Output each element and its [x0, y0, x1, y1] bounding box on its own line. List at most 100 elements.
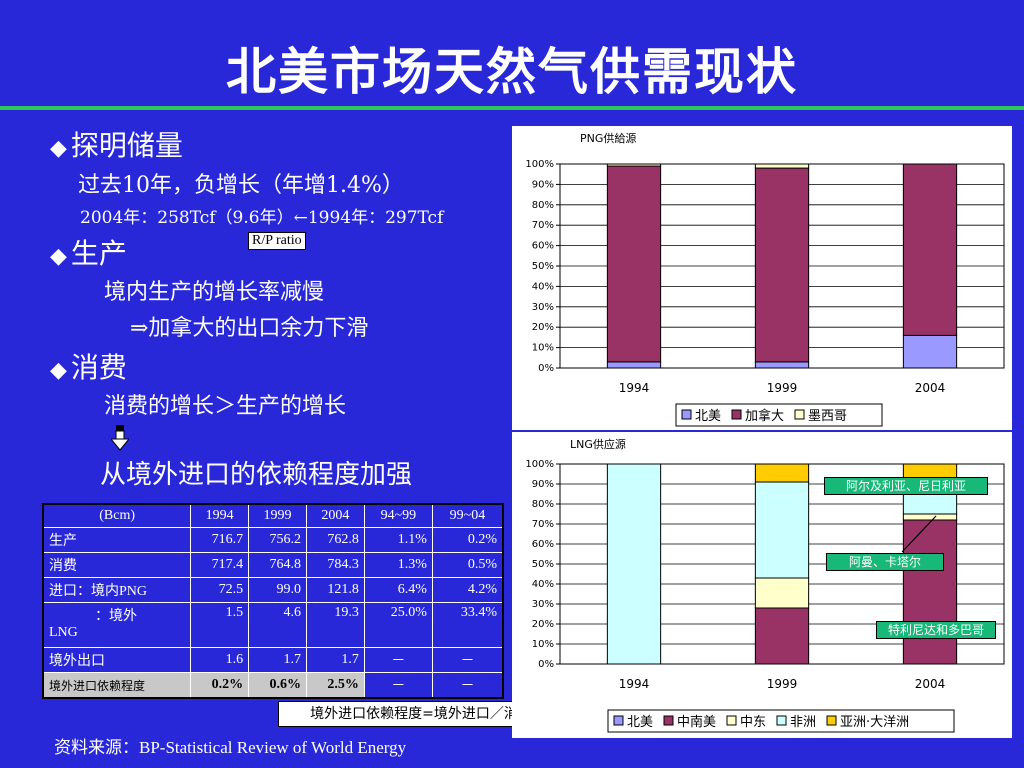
table-cell: 1.7 — [305, 647, 365, 673]
table-cell: 25.0% — [363, 602, 433, 648]
table-cell: 716.7 — [190, 527, 250, 553]
table-row: ：境外 LNG 1.5 4.6 19.3 25.0% 33.4% — [42, 602, 504, 648]
y-tick-label: 30% — [532, 599, 554, 610]
y-tick-label: 50% — [532, 261, 554, 272]
page-title: 北美市场天然气供需现状 — [226, 43, 798, 101]
chart-title: PNG供給源 — [580, 131, 636, 145]
table-cell: 1.6 — [190, 647, 250, 673]
table-cell: 0.6% — [248, 672, 307, 699]
table-cell: 1.3% — [363, 552, 433, 578]
table-column-header: 94~99 — [363, 503, 433, 528]
table-cell: 72.5 — [190, 577, 250, 603]
bar-segment — [754, 167, 810, 363]
table-cell: 756.2 — [248, 527, 307, 553]
table-cell: 0.2% — [190, 672, 250, 699]
table-row-label: 境外进口依赖程度 — [42, 672, 192, 699]
table-cell: 784.3 — [305, 552, 365, 578]
table-cell: 4.2% — [431, 577, 504, 603]
table-row-label: 生产 — [42, 527, 192, 553]
y-tick-label: 80% — [532, 499, 554, 510]
reserves-line-1: 过去10年，负增长（年增1.4%） — [78, 173, 404, 198]
bar-segment — [606, 165, 662, 363]
table-row: 消费 717.4 764.8 784.3 1.3% 0.5% — [42, 552, 504, 578]
png-supply-chart: PNG供給源 100% 90% 80% 70% 60% 50% 40% 30% 20% 10% 0% 1… — [525, 131, 1005, 427]
bar-segment — [902, 519, 958, 665]
y-tick-label: 80% — [532, 200, 554, 211]
x-tick-label: 2004 — [915, 677, 946, 691]
y-tick-label: 70% — [532, 519, 554, 530]
table-cell: 6.4% — [363, 577, 433, 603]
legend-label: 非洲 — [790, 715, 816, 730]
production-line-2: ⇒加拿大的出口余力下滑 — [130, 316, 369, 341]
bar-segment — [754, 163, 810, 169]
title-divider — [0, 106, 1024, 110]
legend-swatch — [731, 409, 742, 420]
legend-label: 中南美 — [677, 714, 716, 730]
supply-demand-table: (Bcm) 1994 1999 2004 94~99 99~04 生产 716.7 756.2 7… — [42, 503, 504, 699]
bar-segment — [754, 481, 810, 579]
bar-segment — [754, 361, 810, 369]
table-cell: 717.4 — [190, 552, 250, 578]
y-tick-label: 40% — [532, 579, 554, 590]
table-cell: 0.5% — [431, 552, 504, 578]
legend-label: 墨西哥 — [808, 409, 847, 424]
x-tick-label: 2004 — [915, 381, 946, 395]
production-line-1: 境内生产的增长率减慢 — [104, 280, 325, 305]
table-cell: 762.8 — [305, 527, 365, 553]
y-tick-label: 90% — [532, 479, 554, 490]
table-column-header: 1999 — [248, 503, 307, 528]
y-tick-label: 30% — [532, 302, 554, 313]
png-chart-panel: PNG供給源 100% 90% 80% 70% 60% 50% 40% 30% 20% 10% 0% 1… — [512, 126, 1012, 430]
bar-segment — [754, 463, 810, 483]
consumption-heading: 消费 — [70, 351, 127, 384]
x-tick-label: 1994 — [619, 677, 650, 691]
chart-legend: 北美 加拿大 墨西哥 — [675, 403, 883, 427]
table-cell: 99.0 — [248, 577, 307, 603]
legend-swatch — [681, 409, 692, 420]
y-tick-label: 60% — [532, 241, 554, 252]
source-note: 资料来源：BP-Statistical Review of World Ener… — [54, 738, 407, 757]
y-tick-label: 50% — [532, 559, 554, 570]
table-cell: － — [431, 647, 504, 673]
legend-label: 亚洲·大洋洲 — [840, 715, 909, 730]
diamond-bullet-icon: ◆ — [50, 244, 67, 269]
chart-title: LNG供应源 — [570, 437, 626, 451]
y-tick-label: 70% — [532, 220, 554, 231]
y-tick-label: 40% — [532, 281, 554, 292]
x-tick-label: 1999 — [767, 381, 798, 395]
table-row: 进口：境内PNG 72.5 99.0 121.8 6.4% 4.2% — [42, 577, 504, 603]
y-tick-label: 20% — [532, 619, 554, 630]
consumption-line-1: 消费的增长＞生产的增长 — [104, 394, 347, 419]
table-column-header: 1994 — [190, 503, 250, 528]
legend-swatch — [726, 715, 737, 726]
legend-swatch — [613, 715, 624, 726]
y-tick-label: 0% — [538, 363, 554, 374]
callout-leader-line — [901, 515, 937, 553]
table-row: 境外出口 1.6 1.7 1.7 －－ — [42, 647, 504, 673]
table-row: 生产 716.7 756.2 762.8 1.1% 0.2% — [42, 527, 504, 553]
table-row-label: 进口：境内PNG — [42, 577, 192, 603]
y-tick-label: 20% — [532, 322, 554, 333]
table-cell: － — [431, 672, 504, 699]
table-column-header: 99~04 — [431, 503, 504, 528]
y-tick-label: 10% — [532, 639, 554, 650]
table-cell: 19.3 — [305, 602, 365, 648]
arrow-down-icon — [111, 425, 129, 451]
table-unit-header: (Bcm) — [42, 503, 192, 528]
legend-label: 北美 — [695, 409, 721, 424]
consumption-line-2: 从境外进口的依赖程度加强 — [100, 460, 413, 490]
y-tick-label: 60% — [532, 539, 554, 550]
legend-label: 北美 — [627, 715, 653, 730]
legend-swatch — [826, 715, 837, 726]
legend-swatch — [776, 715, 787, 726]
reserves-line-2: 2004年：258Tcf（9.6年）←1994年：297Tcf — [80, 208, 444, 228]
legend-label: 中东 — [740, 715, 766, 730]
diamond-bullet-icon: ◆ — [50, 136, 67, 161]
legend-label: 加拿大 — [745, 408, 784, 424]
table-row: 境外进口依赖程度 0.2% 0.6% 2.5% －－ — [42, 672, 504, 699]
y-tick-label: 100% — [525, 159, 554, 170]
bullet-production: ◆ 生产 — [50, 232, 127, 272]
y-tick-label: 100% — [525, 459, 554, 470]
callout-algeria-nigeria: 阿尔及利亚、尼日利亚 — [824, 477, 988, 495]
bullet-reserves: ◆ 探明储量 — [50, 124, 183, 164]
